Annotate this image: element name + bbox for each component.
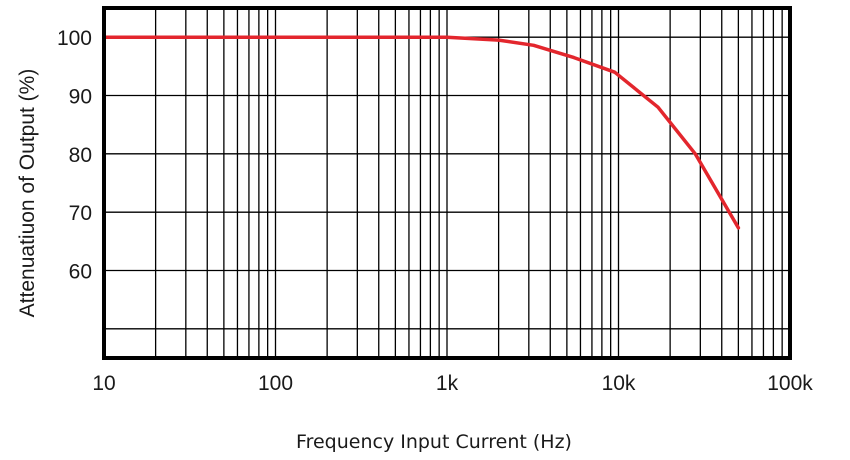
x-tick-label: 100 — [258, 372, 293, 395]
x-tick-label: 10 — [92, 372, 115, 395]
x-axis-label: Frequency Input Current (Hz) — [296, 431, 572, 453]
y-axis-ticks: 60 70 80 90 100 — [57, 27, 92, 283]
y-tick-label: 90 — [69, 86, 92, 109]
y-tick-label: 70 — [69, 202, 92, 225]
plot-frame — [102, 6, 792, 360]
x-tick-label: 1k — [436, 372, 459, 395]
x-tick-label: 10k — [602, 372, 636, 395]
y-axis-label: Attenuatiuon of Output (%) — [16, 69, 39, 318]
y-tick-label: 60 — [69, 261, 92, 284]
x-tick-label: 100k — [767, 372, 813, 395]
grid — [104, 8, 790, 358]
series-layer — [102, 35, 741, 230]
y-tick-label: 100 — [57, 27, 92, 50]
y-tick-label: 80 — [69, 144, 92, 167]
x-axis-ticks: 10 100 1k 10k 100k — [92, 372, 813, 395]
series-line — [102, 35, 741, 230]
